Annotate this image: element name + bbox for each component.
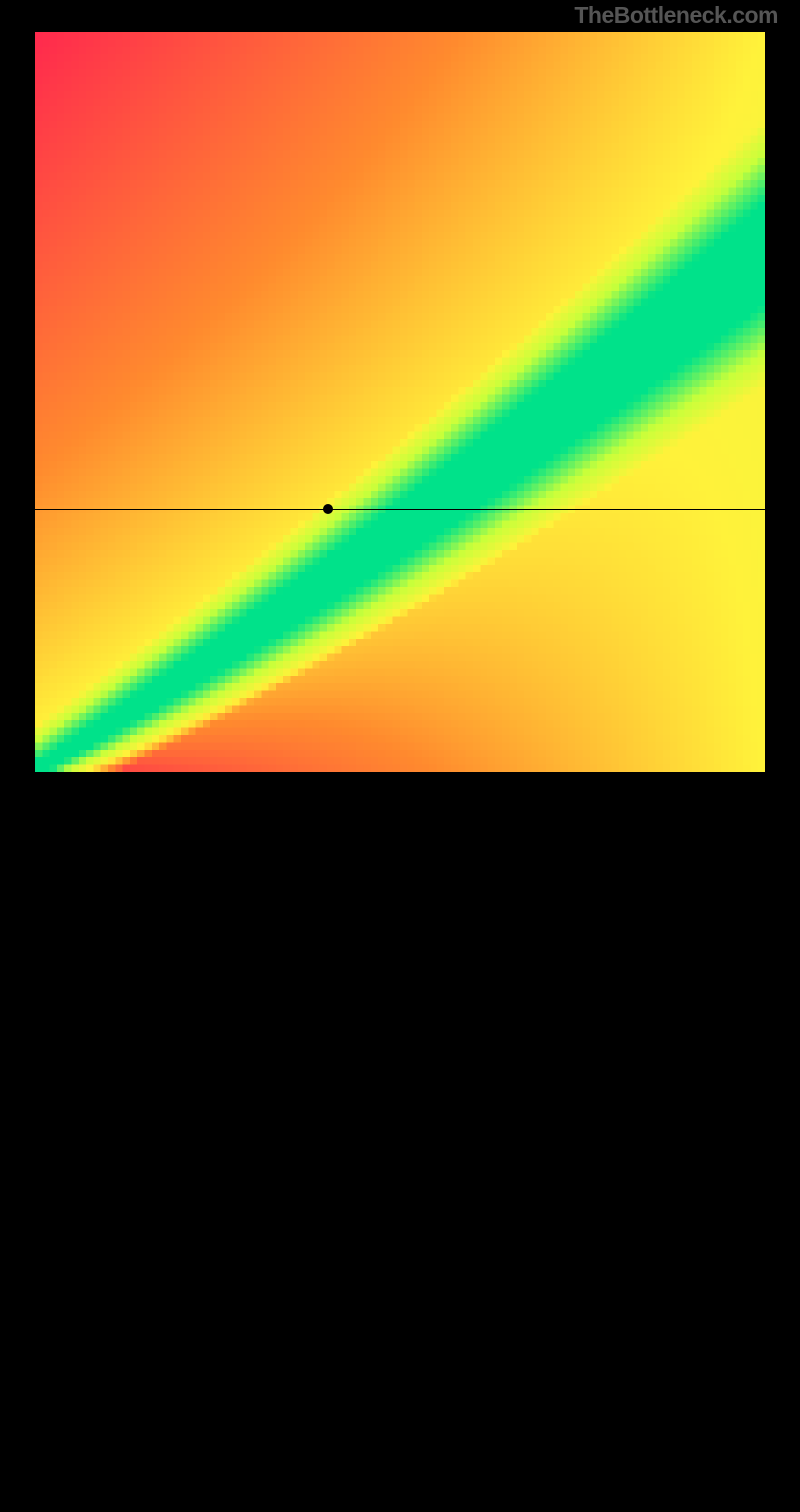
crosshair-vertical	[328, 772, 329, 1512]
crosshair-horizontal	[35, 509, 765, 510]
watermark-text: TheBottleneck.com	[574, 2, 778, 29]
crosshair-marker	[323, 504, 333, 514]
heatmap-canvas	[35, 32, 765, 772]
heatmap-plot	[35, 32, 765, 772]
